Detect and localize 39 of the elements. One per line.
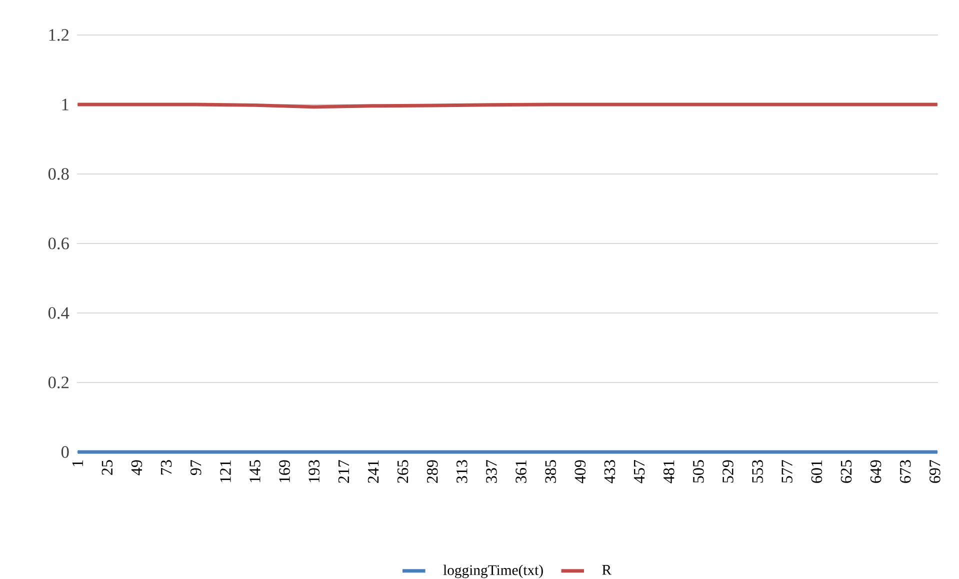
legend-label: R bbox=[602, 565, 612, 575]
x-tick-label: 169 bbox=[279, 460, 290, 482]
y-tick-label: 0.4 bbox=[48, 307, 70, 319]
x-tick-label: 145 bbox=[250, 460, 260, 482]
x-tick-label: 697 bbox=[930, 460, 940, 483]
x-tick-label: 49 bbox=[131, 460, 142, 476]
x-tick-label: 265 bbox=[397, 460, 408, 483]
x-tick-label: 433 bbox=[604, 460, 616, 484]
x-tick-label: 313 bbox=[456, 460, 468, 483]
x-tick-label: 121 bbox=[220, 460, 231, 482]
y-tick-label: 0 bbox=[61, 446, 69, 458]
x-tick-label: 289 bbox=[426, 460, 438, 483]
x-tick-label: 577 bbox=[782, 460, 792, 483]
y-tick-label: 0.8 bbox=[48, 168, 69, 180]
x-tick-label: 1 bbox=[72, 460, 83, 466]
x-tick-label: 601 bbox=[811, 460, 822, 483]
y-tick-label: 0.2 bbox=[48, 376, 68, 388]
x-tick-label: 241 bbox=[368, 460, 379, 483]
x-tick-label: 385 bbox=[545, 460, 556, 483]
x-tick-label: 481 bbox=[663, 460, 674, 484]
x-tick-label: 625 bbox=[840, 460, 852, 483]
legend-label: loggingTime(txt) bbox=[443, 564, 543, 578]
x-tick-label: 25 bbox=[102, 460, 113, 475]
y-tick-label: 1.2 bbox=[49, 29, 68, 41]
x-tick-label: 217 bbox=[338, 460, 349, 483]
x-tick-label: 337 bbox=[486, 460, 497, 483]
x-tick-label: 97 bbox=[190, 460, 202, 476]
x-tick-label: 505 bbox=[693, 460, 704, 483]
x-tick-label: 73 bbox=[160, 460, 172, 475]
y-tick-label: 0.6 bbox=[48, 238, 69, 250]
x-tick-label: 457 bbox=[634, 460, 645, 484]
y-tick-label: 1 bbox=[62, 98, 68, 110]
x-tick-label: 673 bbox=[900, 460, 911, 483]
x-tick-label: 553 bbox=[752, 460, 763, 483]
x-tick-label: 193 bbox=[308, 460, 320, 482]
x-tick-label: 529 bbox=[722, 460, 734, 483]
x-tick-label: 361 bbox=[516, 460, 526, 483]
x-tick-label: 649 bbox=[870, 460, 882, 483]
x-tick-label: 409 bbox=[574, 460, 586, 484]
